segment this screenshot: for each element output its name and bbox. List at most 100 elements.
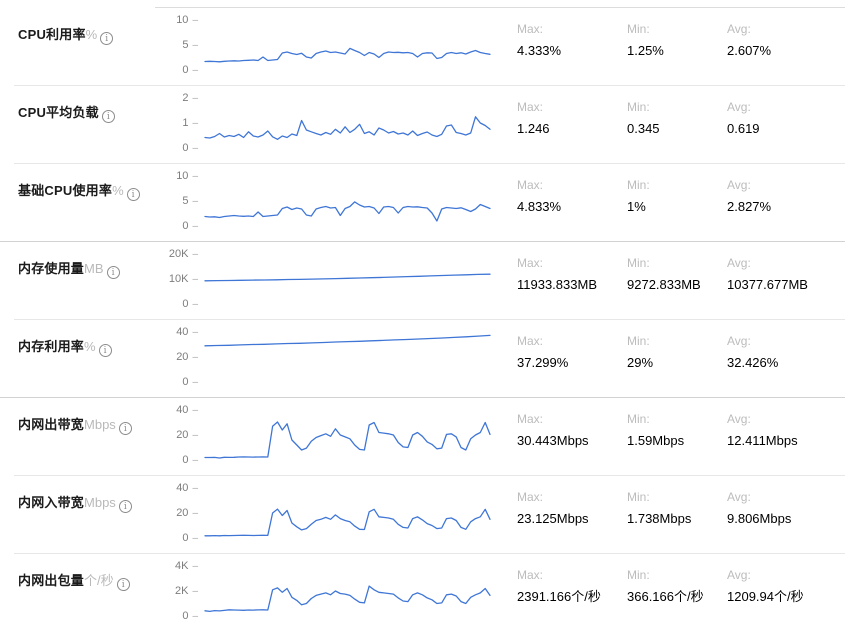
info-icon-glyph: i xyxy=(123,424,127,434)
metric-title: 内存利用率 xyxy=(18,339,85,354)
line-chart-svg xyxy=(204,201,491,222)
stat-avg-label: Avg: xyxy=(727,490,751,504)
metric-label: 内网出带宽Mbps i xyxy=(18,417,158,435)
stat-avg-label: Avg: xyxy=(727,334,751,348)
metric-label: 内存使用量MB i xyxy=(18,261,158,279)
y-tick-value: 5 xyxy=(182,195,189,207)
y-tick-mark: – xyxy=(192,299,198,310)
y-tick-value: 20 xyxy=(176,351,189,363)
stat-avg-value: 12.411Mbps xyxy=(727,433,798,448)
metric-unit: 个/秒 xyxy=(84,573,114,588)
y-tick: 20– xyxy=(176,349,198,365)
y-tick-value: 0 xyxy=(182,142,189,154)
y-tick: 20– xyxy=(176,505,198,521)
y-tick-value: 2K xyxy=(174,585,189,597)
stat-avg-label: Avg: xyxy=(727,178,751,192)
y-tick: 10– xyxy=(176,12,198,28)
stat-min: Min: 1.59Mbps xyxy=(610,412,710,449)
stat-max: Max: 1.246 xyxy=(500,100,610,137)
info-icon[interactable]: i xyxy=(116,578,130,591)
metric-title: 内存使用量 xyxy=(18,261,85,276)
stat-min-label: Min: xyxy=(627,334,650,348)
y-tick-value: 40 xyxy=(176,404,189,416)
stat-min: Min: 1% xyxy=(610,178,710,215)
stat-max-value: 11933.833MB xyxy=(517,277,597,292)
stat-max-value: 30.443Mbps xyxy=(517,433,589,448)
stat-avg-label: Avg: xyxy=(727,100,751,114)
y-tick-mark: – xyxy=(192,327,198,338)
y-tick: 10K – xyxy=(169,271,198,287)
stat-min-label: Min: xyxy=(627,256,650,270)
line-chart[interactable] xyxy=(200,554,500,624)
stat-avg: Avg: 10377.677MB xyxy=(710,256,845,293)
y-tick-mark: – xyxy=(192,143,198,154)
info-icon[interactable]: i xyxy=(101,110,115,123)
stat-max: Max: 2391.166个/秒 xyxy=(500,568,610,605)
metric-unit: MB xyxy=(84,261,104,276)
line-chart-svg xyxy=(204,273,491,282)
metric-row: 内存利用率% i 40– 20– 0– Max: 37.299% Min: 29% A… xyxy=(0,320,845,398)
metric-stats: Max: 4.333% Min: 1.25% Avg: 2.607% xyxy=(500,22,845,59)
line-chart[interactable] xyxy=(200,398,500,468)
info-icon[interactable]: i xyxy=(126,188,140,201)
y-tick: 40– xyxy=(176,402,198,418)
metric-row: 内网出带宽Mbps i 40– 20– 0– Max: 30.443Mbps Min… xyxy=(0,398,845,476)
metric-stats: Max: 1.246 Min: 0.345 Avg: 0.619 xyxy=(500,100,845,137)
info-icon[interactable]: i xyxy=(106,266,120,279)
stat-min-label: Min: xyxy=(627,100,650,114)
y-axis-ticks: 40– 20– 0– xyxy=(150,398,198,468)
y-tick: 1– xyxy=(182,115,198,131)
stat-max-value: 2391.166个/秒 xyxy=(517,589,601,604)
panel-top-divider xyxy=(155,7,845,8)
line-chart-svg xyxy=(204,585,491,613)
info-icon[interactable]: i xyxy=(98,344,112,357)
y-tick: 20– xyxy=(176,427,198,443)
info-icon-glyph: i xyxy=(121,580,125,590)
y-tick-value: 10K xyxy=(168,273,189,285)
metric-title: 内网入带宽 xyxy=(18,495,85,510)
y-tick-mark: – xyxy=(192,15,198,26)
y-tick-value: 10 xyxy=(176,14,189,26)
metric-row: 基础CPU使用率% i 10– 5– 0– Max: 4.833% Min: 1% A… xyxy=(0,164,845,242)
y-axis-ticks: 20K – 10K – 0– xyxy=(150,242,198,312)
metric-label: 内存利用率% i xyxy=(18,339,158,357)
metric-title: 内网出包量 xyxy=(18,573,85,588)
info-icon[interactable]: i xyxy=(118,500,132,513)
stat-min: Min: 366.166个/秒 xyxy=(610,568,710,605)
line-chart-svg xyxy=(204,116,491,140)
metric-row: CPU利用率% i 10– 5– 0– Max: 4.333% Min: 1.25% … xyxy=(0,8,845,86)
metric-stats: Max: 37.299% Min: 29% Avg: 32.426% xyxy=(500,334,845,371)
y-tick-mark: – xyxy=(192,611,198,622)
y-tick-mark: – xyxy=(192,377,198,388)
stat-max: Max: 11933.833MB xyxy=(500,256,610,293)
info-icon[interactable]: i xyxy=(100,32,114,45)
line-chart-svg xyxy=(204,508,491,537)
y-tick-mark: – xyxy=(192,118,198,129)
metric-label: CPU平均负载 i xyxy=(18,105,158,123)
stat-min-label: Min: xyxy=(627,412,650,426)
stat-min: Min: 9272.833MB xyxy=(610,256,710,293)
metric-label: 基础CPU使用率% i xyxy=(18,183,158,201)
metric-label: 内网出包量个/秒 i xyxy=(18,573,158,591)
stat-avg-value: 2.607% xyxy=(727,43,772,58)
stat-max: Max: 37.299% xyxy=(500,334,610,371)
line-chart-svg xyxy=(204,421,491,459)
line-chart[interactable] xyxy=(200,320,500,390)
metric-stats: Max: 23.125Mbps Min: 1.738Mbps Avg: 9.806Mb… xyxy=(500,490,845,527)
info-icon[interactable]: i xyxy=(118,422,132,435)
line-chart[interactable] xyxy=(200,86,500,156)
stat-max-label: Max: xyxy=(517,334,544,348)
y-tick-value: 40 xyxy=(176,482,189,494)
y-tick: 0– xyxy=(182,608,198,624)
line-chart[interactable] xyxy=(200,8,500,78)
line-chart[interactable] xyxy=(200,476,500,546)
y-tick: 40– xyxy=(176,480,198,496)
line-chart[interactable] xyxy=(200,164,500,234)
line-chart[interactable] xyxy=(200,242,500,312)
stat-avg-value: 0.619 xyxy=(727,121,760,136)
y-tick-mark: – xyxy=(192,586,198,597)
metrics-panel: CPU利用率% i 10– 5– 0– Max: 4.333% Min: 1.25% … xyxy=(0,8,845,634)
y-tick-value: 40 xyxy=(176,326,189,338)
stat-max-label: Max: xyxy=(517,100,544,114)
stat-min-value: 1.738Mbps xyxy=(627,511,692,526)
